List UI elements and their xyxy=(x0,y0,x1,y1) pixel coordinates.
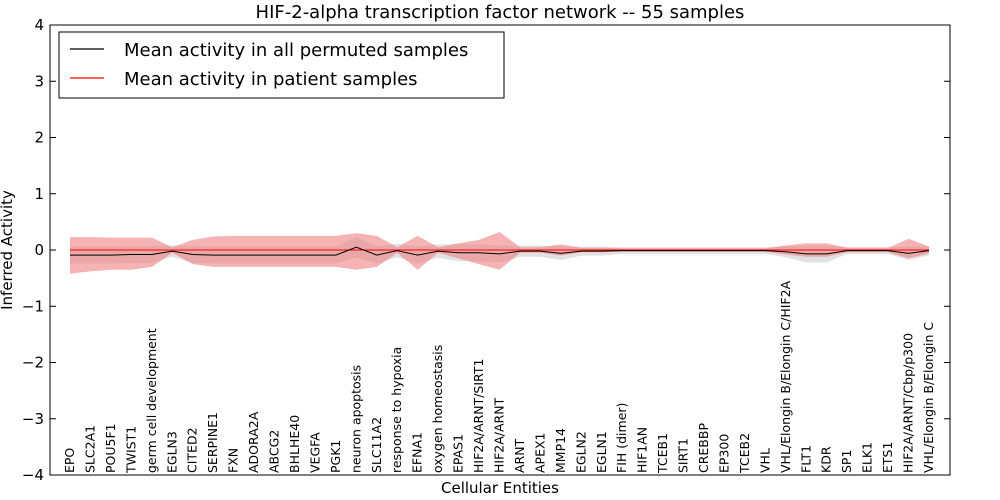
legend-label-permuted: Mean activity in all permuted samples xyxy=(124,40,468,61)
plot-frame xyxy=(49,24,951,476)
x-tick-label: KDR xyxy=(819,446,834,473)
x-tick-label: FLT1 xyxy=(798,445,813,473)
x-tick-label: TCEB1 xyxy=(655,433,670,474)
x-tick-label: SERPINE1 xyxy=(205,412,220,473)
x-tick-label: FXN xyxy=(226,448,241,473)
x-tick-label: VHL xyxy=(757,448,772,473)
x-tick-label: BHLHE40 xyxy=(287,415,302,473)
y-axis-label: Inferred Activity xyxy=(0,190,16,310)
x-tick-label: CITED2 xyxy=(185,427,200,473)
x-tick-label: ETS1 xyxy=(880,442,895,473)
x-axis-label: Cellular Entities xyxy=(441,479,559,497)
x-tick-label: HIF2A/ARNT/SIRT1 xyxy=(471,359,486,473)
x-tick-label: ELK1 xyxy=(860,442,875,473)
y-tick-label: −1 xyxy=(22,297,44,315)
x-tick-label: ADORA2A xyxy=(246,411,261,473)
x-tick-label: oxygen homeostasis xyxy=(430,345,445,473)
x-tick-label: SIRT1 xyxy=(676,438,691,473)
band-patient xyxy=(70,232,929,274)
x-tick-label: EFNA1 xyxy=(410,432,425,473)
x-tick-label: MMP14 xyxy=(553,428,568,473)
y-tick-label: 3 xyxy=(34,72,44,90)
x-tick-label: VHL/Elongin B/Elongin C xyxy=(921,322,936,473)
x-tick-labels: EPO SLC2A1 POU5F1 TWIST1 germ cell developme… xyxy=(62,280,936,474)
x-tick-label: EGLN1 xyxy=(594,431,609,473)
x-tick-label: SLC2A1 xyxy=(83,425,98,473)
x-tick-label: APEX1 xyxy=(532,432,547,473)
x-tick-label: SLC11A2 xyxy=(369,417,384,473)
series-lines xyxy=(70,246,930,256)
y-tick-label: −3 xyxy=(22,410,44,428)
x-tick-label: EPAS1 xyxy=(451,434,466,473)
y-tick-label: 1 xyxy=(34,185,44,203)
x-tick-label: SP1 xyxy=(839,450,854,473)
x-tick-label: response to hypoxia xyxy=(389,347,404,473)
x-tick-label: ARNT xyxy=(512,438,527,473)
x-tick-label: HIF2A/ARNT/Cbp/p300 xyxy=(901,333,916,473)
x-tick-label: TCEB2 xyxy=(737,433,752,474)
chart-title: HIF-2-alpha transcription factor network… xyxy=(256,2,745,23)
x-tick-label: FIH (dimer) xyxy=(614,403,629,473)
y-tick-label: −2 xyxy=(22,354,44,372)
x-tick-label: PGK1 xyxy=(328,440,343,473)
y-tick-label: 0 xyxy=(34,241,44,259)
x-tick-label: EGLN2 xyxy=(573,431,588,473)
y-tick-label: 2 xyxy=(34,129,44,147)
x-tick-label: VHL/Elongin B/Elongin C/HIF2A xyxy=(778,280,793,473)
x-tick-label: neuron apoptosis xyxy=(348,365,363,473)
x-tick-label: VEGFA xyxy=(307,432,322,473)
x-tick-label: TWIST1 xyxy=(123,426,138,474)
x-tick-label: HIF1AN xyxy=(635,427,650,473)
x-tick-label: HIF2A/ARNT xyxy=(492,397,507,473)
legend: Mean activity in all permuted samples Me… xyxy=(58,31,505,99)
x-tick-label: EGLN3 xyxy=(164,431,179,473)
legend-box xyxy=(58,31,505,99)
y-tick-label: 4 xyxy=(34,16,44,34)
x-tick-label: germ cell development xyxy=(144,328,159,473)
y-ticks: −4 −3 −2 −1 0 1 2 3 4 xyxy=(22,16,950,484)
x-tick-label: EPO xyxy=(62,448,77,473)
x-tick-label: CREBBP xyxy=(696,423,711,473)
x-tick-label: POU5F1 xyxy=(103,423,118,473)
y-tick-label: −4 xyxy=(22,466,44,484)
legend-label-patient: Mean activity in patient samples xyxy=(124,69,418,90)
x-tick-label: ABCG2 xyxy=(267,430,282,473)
x-tick-label: EP300 xyxy=(717,434,732,473)
line-permuted xyxy=(70,246,930,256)
